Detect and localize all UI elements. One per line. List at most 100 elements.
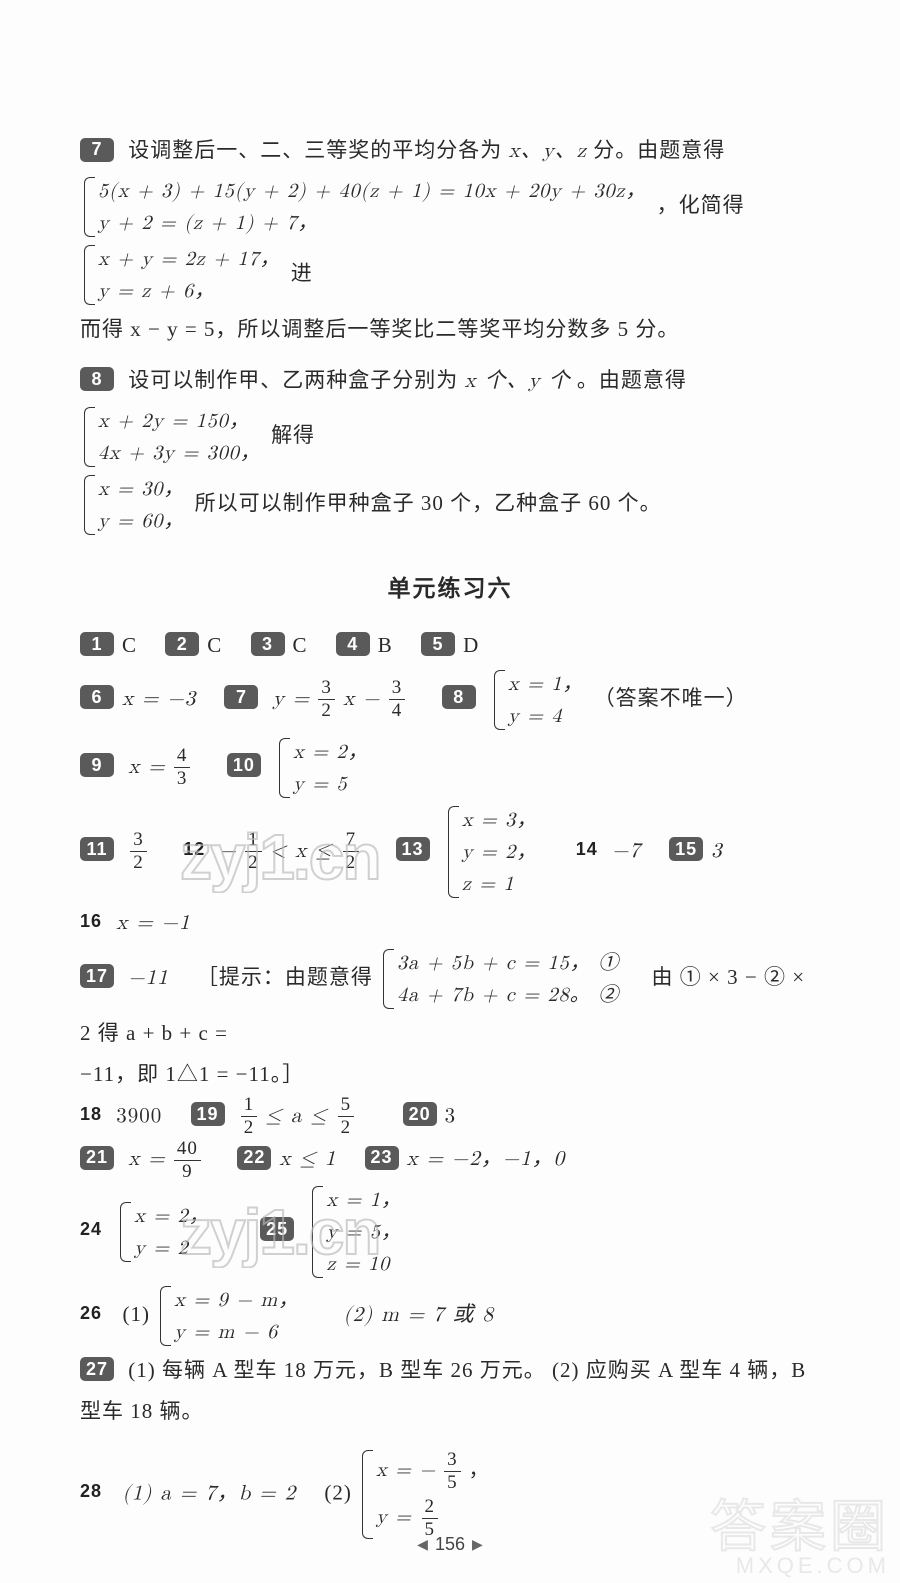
problem-8: 8 设可以制作甲、乙两种盒子分别为 x 个、y 个 。由题意得 x + 2y =… [80,360,820,471]
q5-n: 5 [421,632,455,656]
q21-n: 21 [80,1146,114,1170]
q25-c1: x = 1， [326,1184,401,1216]
q22-t: x ≤ 1 [279,1149,336,1170]
p8-res-cases: x = 30， y = 60， [84,473,184,537]
q11-fn: 3 [130,830,147,850]
q12-f2n: 7 [343,830,360,850]
q28-c2pre: y = [376,1507,419,1527]
row-26: 26 (1) x = 9 − m， y = m − 6 (2) m = 7 或 … [80,1282,820,1350]
q19-f1n: 1 [241,1095,258,1115]
q15-n: 15 [669,837,703,861]
q16-t: x = −1 [116,913,190,934]
q8b-cases: x = 1， y = 4 [494,668,583,732]
p8-mid: 。由题意得 [577,368,687,392]
q23-t: x = −2，−1，0 [407,1149,566,1170]
p7-c1: 5(x + 3) + 15(y + 2) + 40(z + 1) = 10x +… [98,175,646,207]
q26-cases: x = 9 − m， y = m − 6 [160,1284,299,1348]
q7-f2: 34 [389,678,406,721]
q20-n: 20 [403,1102,437,1126]
q11-n: 11 [80,837,114,861]
q28-c2n: 2 [422,1497,439,1517]
q13-n: 13 [396,837,430,861]
q21-f: 409 [174,1139,201,1182]
q11-fd: 2 [130,853,147,873]
q28-n: 28 [80,1480,102,1504]
q28-c1pre: x = − [376,1460,436,1480]
row-27: 27 (1) 每辆 A 型车 18 万元，B 型车 26 万元。 (2) 应购买… [80,1350,820,1432]
q17-hint: ［提示：由题意得 [197,965,373,989]
q6-n: 6 [80,685,114,709]
q12-f2d: 2 [343,853,360,873]
q13-c1: x = 3， [462,804,537,836]
q17-n: 17 [80,964,114,988]
q13-c2: y = 2， [462,836,537,868]
corner-small: MXQE.COM [710,1555,890,1577]
q8b-c1: x = 1， [508,668,583,700]
p8-l2: 所以可以制作甲种盒子 30 个，乙种盒子 60 个。 [195,491,662,515]
p7-sc1: x + y = 2z + 17， [98,243,281,275]
q28-cases: x = − 35 ， y = 25 [362,1448,489,1542]
q25-c2: y = 5， [326,1216,401,1248]
q19-n: 19 [191,1102,225,1126]
q2-a: C [207,633,222,657]
q28-c1f: 35 [444,1450,461,1493]
q8b-note: （答案不唯一） [594,686,748,710]
q10-c2: y = 5 [293,768,368,800]
q8b-n: 8 [442,685,476,709]
q28-p1: (1) a = 7，b = 2 [123,1483,297,1504]
q15-t: 3 [711,841,723,862]
row-6-10: 6x = −3 7 y = 32 x − 34 8 x = 1， y = 4 （… [80,666,820,802]
q9-l: x = [128,757,165,778]
section-title: 单元练习六 [80,569,820,603]
q12-n: 12 [183,837,205,861]
q19-mid: ≤ a ≤ [266,1106,336,1127]
q25-cases: x = 1， y = 5， z = 10 [312,1184,401,1280]
page: 7 设调整后一、二、三等奖的平均分各为 x、y、z 分。由题意得 5(x + 3… [0,0,900,1583]
q3-n: 3 [251,632,285,656]
q26-p2: (2) m = 7 或 8 [343,1305,494,1326]
q7-f2n: 3 [389,678,406,698]
p7-intro: 设调整后一、二、三等奖的平均分各为 [128,138,502,162]
p8-intro: 设可以制作甲、乙两种盒子分别为 [128,368,458,392]
q2-n: 2 [165,632,199,656]
q28-c1n: 3 [444,1450,461,1470]
q21-fd: 9 [174,1162,201,1182]
q12-pre: − [220,841,237,862]
problem-8-line2: x = 30， y = 60， 所以可以制作甲种盒子 30 个，乙种盒子 60 … [80,471,820,539]
q7-f1n: 3 [318,678,335,698]
q4-a: B [378,633,393,657]
q7-f2d: 4 [389,701,406,721]
q19-f2: 52 [338,1095,355,1138]
q7-n: 7 [224,685,258,709]
q19-f1d: 2 [241,1118,258,1138]
q13-cases: x = 3， y = 2， z = 1 [448,804,537,900]
q18-n: 18 [80,1102,102,1126]
p7-tail1: 进 [291,261,313,285]
p8-tail: 解得 [271,423,315,447]
row-mc: 1C 2C 3C 4B 5D [80,625,820,666]
p8-c1: x + 2y = 150， [98,405,261,437]
q9-n: 9 [80,753,114,777]
page-number-text: 156 [435,1534,465,1554]
q11-f: 32 [130,830,147,873]
p7-vars: x、y、z [509,141,588,162]
q17-ans: −11 [128,968,168,989]
q22-n: 22 [237,1146,271,1170]
q27-n: 27 [80,1357,114,1381]
row-18-20: 18 3900 19 12 ≤ a ≤ 52 203 [80,1095,820,1139]
p8-r2: y = 60， [98,505,184,537]
row-11-16: 11 32 12 − 12 < x ≤ 72 13 x = 3， y = 2， … [80,802,820,945]
p8-r1: x = 30， [98,473,184,505]
tri-right-icon: ▶ [470,1536,485,1552]
row-17b: −11，即 1△1 = −11。］ [80,1054,820,1095]
q10-c1: x = 2， [293,736,368,768]
q18-t: 3900 [116,1106,162,1127]
qnum-7: 7 [80,138,114,162]
q17-c1: 3a + 5b + c = 15， ① [397,947,619,979]
q4-n: 4 [336,632,370,656]
q12-f2: 72 [343,830,360,873]
p8-cases: x + 2y = 150， 4x + 3y = 300， [84,405,261,469]
q19-f2n: 5 [338,1095,355,1115]
q28-p2: (2) [324,1480,352,1504]
problem-7: 7 设调整后一、二、三等奖的平均分各为 x、y、z 分。由题意得 [80,130,820,173]
